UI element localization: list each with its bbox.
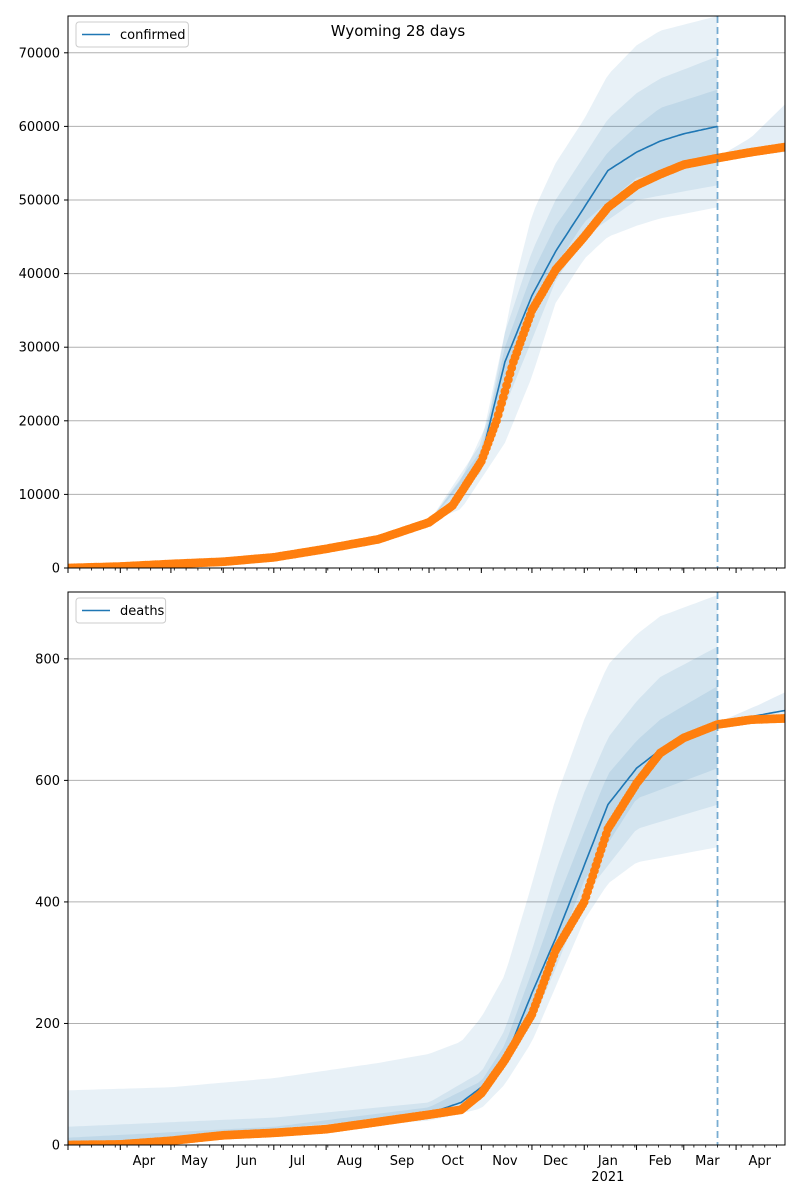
observed-series — [68, 142, 785, 568]
y-tick-label: 40000 — [19, 267, 60, 282]
observed-series — [68, 714, 785, 1145]
x-tick-label: Oct — [441, 1154, 463, 1169]
legend-label: deaths — [120, 604, 165, 619]
plot-area — [68, 16, 785, 568]
legend-label: confirmed — [120, 28, 186, 43]
plot-area — [68, 595, 785, 1145]
legend: confirmed — [75, 21, 189, 48]
x-tick-label: Jul — [289, 1154, 306, 1169]
y-tick-label: 20000 — [19, 414, 60, 429]
observed-point — [780, 142, 785, 152]
y-tick-label: 50000 — [19, 194, 60, 209]
uncertainty-band-middle — [68, 646, 718, 1145]
legend-box — [75, 21, 189, 48]
deaths-chart: 0 200 400 600 800 Apr May Jun Jul Aug Sep Oct Nov Dec… — [35, 591, 786, 1185]
uncertainty-band-outer — [68, 595, 718, 1145]
y-tick-label: 0 — [52, 1139, 60, 1154]
y-tick-label: 60000 — [19, 120, 60, 135]
axes-frame — [67, 15, 786, 569]
observed-point — [780, 714, 785, 723]
legend: deaths — [75, 597, 167, 624]
y-tick-label: 400 — [35, 895, 60, 910]
x-tick-label: Jan — [597, 1154, 618, 1169]
x-tick-label: Sep — [390, 1154, 415, 1169]
x-tick-label: Nov — [492, 1154, 518, 1169]
axes-frame — [67, 591, 786, 1146]
x-tick-label: Mar — [695, 1154, 720, 1169]
x-tick-label: Apr — [133, 1154, 156, 1169]
x-tick-label: Apr — [748, 1154, 771, 1169]
x-tick-label: Feb — [649, 1154, 672, 1169]
y-tick-label: 0 — [52, 562, 60, 577]
x-tick-label: Dec — [543, 1154, 568, 1169]
uncertainty-band-inner — [68, 686, 718, 1145]
y-tick-label: 200 — [35, 1017, 60, 1032]
y-tick-label: 10000 — [19, 488, 60, 503]
x-year-label: 2021 — [591, 1170, 624, 1185]
y-tick-label: 600 — [35, 774, 60, 789]
x-tick-label: Aug — [337, 1154, 362, 1169]
legend-box — [75, 597, 167, 624]
x-tick-label: Jun — [236, 1154, 257, 1169]
x-tick-label: May — [181, 1154, 208, 1169]
y-tick-label: 30000 — [19, 341, 60, 356]
y-tick-label: 70000 — [19, 46, 60, 61]
figure-title: Wyoming 28 days — [331, 22, 466, 40]
confirmed-chart: 0 10000 20000 30000 40000 50000 60000 70000 conf… — [19, 15, 786, 577]
y-tick-label: 800 — [35, 652, 60, 667]
